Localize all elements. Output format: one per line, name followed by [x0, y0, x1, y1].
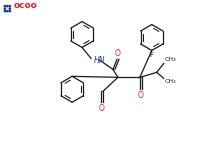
- Text: F: F: [150, 52, 154, 58]
- Text: CH₃: CH₃: [165, 57, 176, 62]
- Circle shape: [4, 8, 6, 9]
- Text: CH₃: CH₃: [165, 79, 176, 84]
- Circle shape: [4, 10, 6, 12]
- Text: O: O: [115, 49, 121, 58]
- Circle shape: [9, 10, 11, 12]
- Circle shape: [9, 8, 11, 9]
- Text: O: O: [99, 104, 105, 113]
- Text: ocoo: ocoo: [13, 1, 37, 10]
- Circle shape: [7, 10, 8, 12]
- Text: O: O: [138, 91, 144, 100]
- Text: HN: HN: [94, 56, 106, 65]
- Circle shape: [9, 5, 11, 7]
- Circle shape: [7, 5, 8, 7]
- Circle shape: [4, 5, 6, 7]
